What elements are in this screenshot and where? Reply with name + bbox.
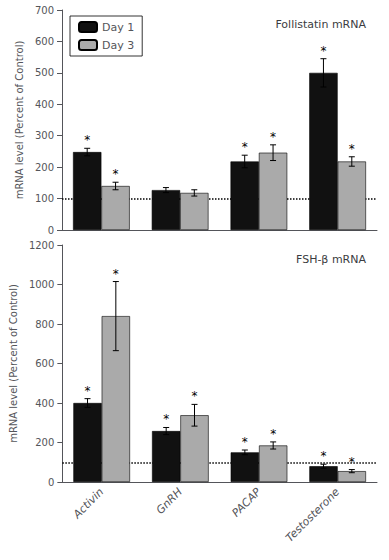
svg-text:*: *	[349, 142, 355, 156]
svg-text:1200: 1200	[29, 240, 54, 251]
svg-text:Activin: Activin	[70, 485, 106, 521]
svg-text:*: *	[321, 449, 327, 463]
svg-text:800: 800	[35, 319, 54, 330]
svg-text:1000: 1000	[29, 279, 54, 290]
svg-text:GnRH: GnRH	[154, 485, 185, 516]
svg-text:*: *	[192, 389, 198, 403]
svg-text:PACAP: PACAP	[229, 485, 263, 519]
svg-text:*: *	[85, 384, 91, 398]
svg-text:500: 500	[35, 67, 54, 78]
svg-text:Testosterone: Testosterone	[283, 485, 342, 544]
svg-text:400: 400	[35, 99, 54, 110]
svg-text:Day 3: Day 3	[102, 39, 134, 52]
svg-text:0: 0	[48, 477, 54, 488]
svg-text:*: *	[163, 412, 169, 426]
svg-text:*: *	[349, 455, 355, 469]
svg-text:200: 200	[35, 162, 54, 173]
svg-text:Day 1: Day 1	[102, 21, 134, 34]
svg-text:mRNA level (Percent of Control: mRNA level (Percent of Control)	[8, 284, 19, 443]
svg-text:*: *	[242, 140, 248, 154]
svg-text:200: 200	[35, 437, 54, 448]
svg-text:Follistatin mRNA: Follistatin mRNA	[275, 18, 366, 31]
svg-text:*: *	[84, 133, 90, 147]
svg-text:*: *	[270, 130, 276, 144]
svg-text:*: *	[113, 267, 119, 281]
svg-text:300: 300	[35, 130, 54, 141]
svg-text:*: *	[113, 167, 119, 181]
svg-text:*: *	[270, 427, 276, 441]
svg-text:*: *	[242, 435, 248, 449]
svg-text:600: 600	[35, 358, 54, 369]
svg-text:100: 100	[35, 193, 54, 204]
svg-text:400: 400	[35, 398, 54, 409]
svg-text:mRNA level (Percent of Control: mRNA level (Percent of Control)	[14, 41, 25, 200]
svg-text:*: *	[320, 44, 326, 58]
svg-text:600: 600	[35, 36, 54, 47]
svg-text:700: 700	[35, 5, 54, 16]
svg-text:FSH-β mRNA: FSH-β mRNA	[296, 253, 366, 266]
svg-text:0: 0	[48, 225, 54, 236]
